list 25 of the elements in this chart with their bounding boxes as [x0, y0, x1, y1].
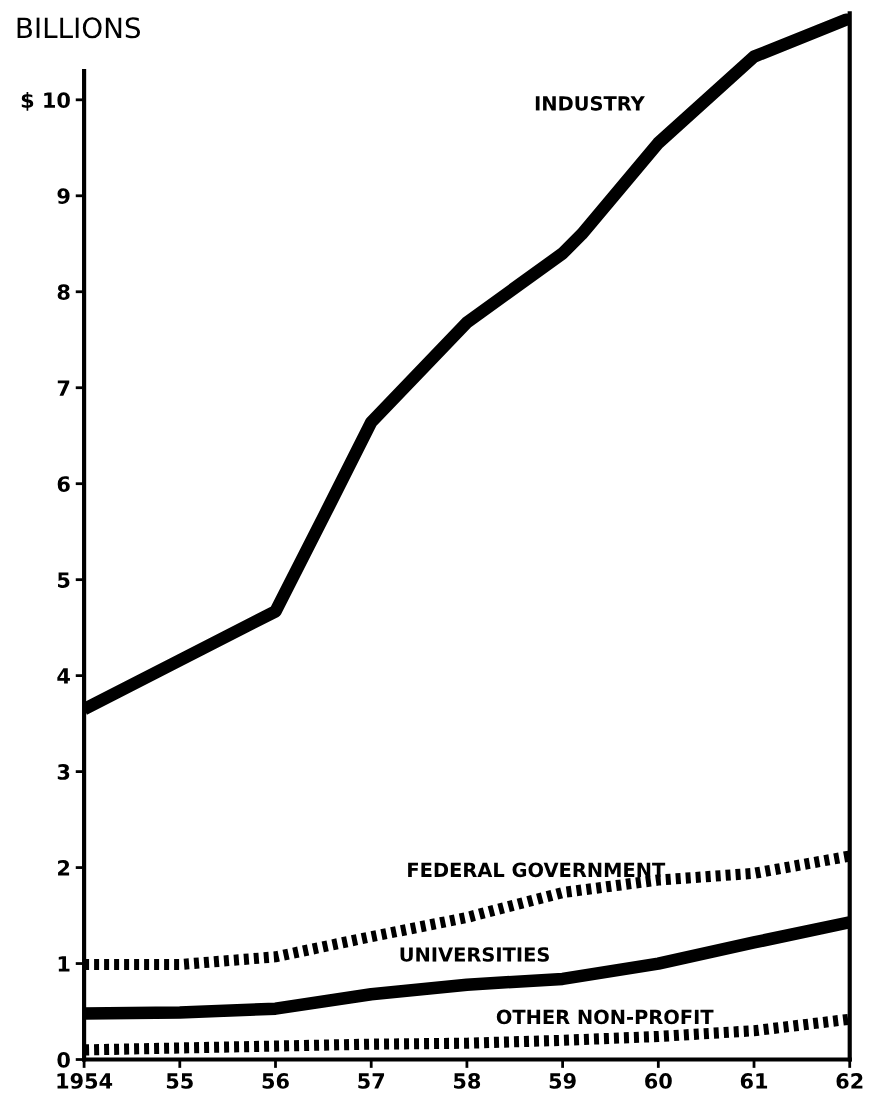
x-tick-label: 59: [549, 1073, 576, 1089]
y-tick-label: 8: [57, 284, 70, 300]
x-tick-label: 61: [740, 1073, 768, 1089]
y-tick-label: 7: [57, 380, 70, 396]
y-tick-label: $ 10: [21, 91, 70, 111]
y-tick-label: 4: [57, 668, 70, 684]
y-tick-label: 3: [57, 764, 70, 780]
x-tick-label: 55: [166, 1073, 193, 1089]
x-tick-label: 62: [836, 1073, 863, 1089]
y-axis-title: BILLIONS: [17, 17, 141, 39]
series-label: OTHER NON-PROFIT: [496, 1009, 714, 1025]
series-label: INDUSTRY: [535, 95, 645, 111]
x-tick-label: 60: [645, 1073, 672, 1089]
y-tick-label: 5: [58, 572, 70, 588]
x-tick-label: 57: [358, 1073, 385, 1089]
y-tick-label: 6: [57, 476, 70, 492]
y-tick-label: 0: [57, 1051, 70, 1068]
x-tick-label: 1954: [57, 1073, 113, 1089]
series-label: UNIVERSITIES: [400, 947, 549, 962]
y-tick-label: 1: [58, 956, 70, 972]
x-tick-label: 58: [454, 1073, 481, 1089]
y-tick-label: 9: [57, 188, 70, 204]
y-tick-label: 2: [58, 860, 70, 876]
x-tick-label: 56: [262, 1073, 289, 1089]
series-label: FEDERAL GOVERNMENT: [408, 862, 666, 878]
